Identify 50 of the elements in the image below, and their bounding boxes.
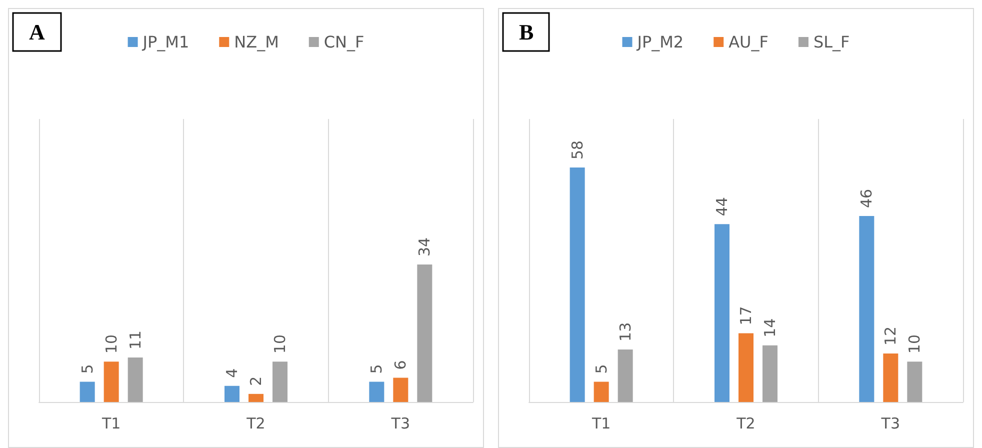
legend-label: SL_F (813, 32, 850, 52)
legend-label: NZ_M (234, 32, 279, 52)
data-label: 10 (271, 334, 289, 354)
legend-label: JP_M2 (636, 32, 684, 52)
bar (859, 216, 874, 402)
data-label: 5 (592, 364, 610, 374)
data-label: 13 (616, 322, 634, 342)
bar (907, 362, 922, 402)
data-label: 5 (368, 364, 386, 374)
bar (393, 378, 408, 402)
data-label: 44 (713, 197, 731, 216)
data-label: 58 (568, 140, 586, 160)
data-label: 6 (392, 360, 410, 370)
bar (272, 362, 288, 402)
legend-label: JP_M1 (142, 32, 190, 52)
x-tick-label: T2 (736, 414, 756, 432)
bar (128, 358, 143, 402)
data-label: 11 (126, 330, 144, 350)
bar (618, 349, 633, 402)
data-label: 4 (223, 368, 241, 378)
bar (417, 264, 432, 402)
legend-label: AU_F (728, 32, 768, 52)
bar (714, 224, 730, 402)
bar (883, 353, 898, 402)
x-tick-label: T3 (390, 414, 410, 432)
data-label: 10 (102, 334, 120, 354)
data-label: 10 (906, 334, 924, 354)
bar (224, 386, 240, 402)
data-label: 12 (882, 326, 900, 346)
data-label: 5 (78, 364, 96, 374)
chart-title: B (519, 20, 534, 44)
chart-title: A (29, 20, 45, 44)
x-tick-label: T3 (880, 414, 900, 432)
bar (80, 382, 95, 402)
bar (738, 333, 754, 402)
x-tick-label: T1 (590, 414, 611, 432)
data-label: 17 (737, 306, 755, 326)
x-tick-label: T2 (246, 414, 266, 432)
bar (369, 382, 384, 402)
bar (248, 394, 264, 402)
bar (570, 168, 585, 402)
data-label: 14 (761, 318, 779, 338)
data-label: 34 (416, 237, 434, 257)
x-tick-label: T1 (100, 414, 121, 432)
legend-label: CN_F (324, 32, 364, 52)
bar (594, 382, 609, 402)
bar (104, 362, 119, 402)
bar (762, 345, 778, 402)
data-label: 2 (247, 376, 265, 386)
data-label: 46 (858, 188, 876, 208)
